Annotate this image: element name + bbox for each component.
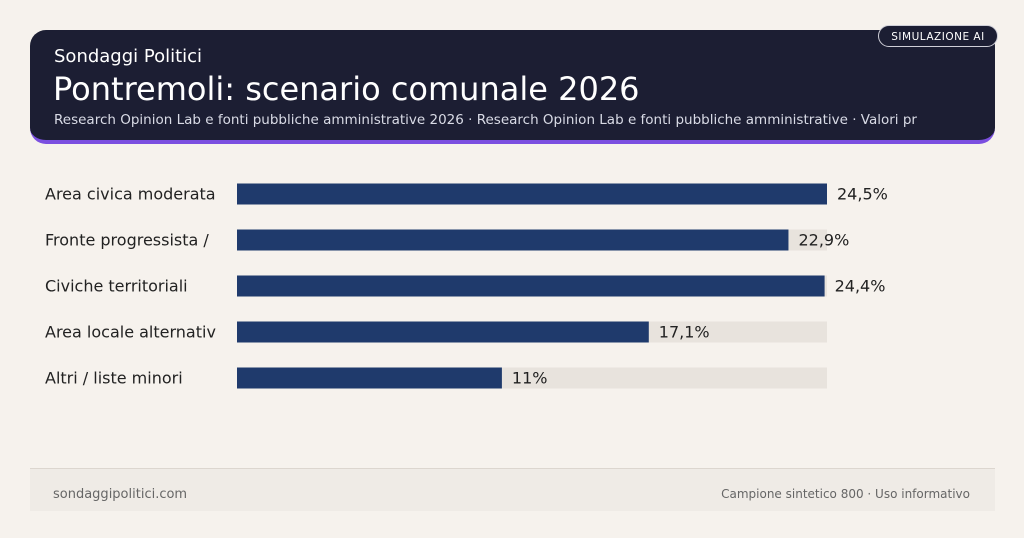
- category-label: Area locale alternativ: [45, 323, 216, 342]
- category-label: Fronte progressista /: [45, 231, 209, 250]
- category-label: Altri / liste minori: [45, 369, 183, 388]
- bar: [237, 229, 789, 251]
- chart: Area civica moderata 24,5% Fronte progress…: [45, 183, 888, 389]
- subtitle: Research Opinion Lab e fonti pubbliche a…: [54, 112, 917, 128]
- category-label: Area civica moderata: [45, 185, 216, 204]
- value-label: 11%: [512, 369, 548, 388]
- footer-note: Campione sintetico 800 · Uso informativo: [721, 487, 970, 501]
- kicker: Sondaggi Politici: [54, 46, 203, 67]
- bar: [237, 367, 502, 389]
- badge: SIMULAZIONE AI: [878, 25, 998, 47]
- value-label: 22,9%: [798, 231, 849, 250]
- header: Sondaggi Politici Pontremoli: scenario c…: [30, 30, 995, 144]
- title: Pontremoli: scenario comunale 2026: [53, 70, 640, 108]
- value-label: 24,5%: [837, 185, 888, 204]
- value-label: 24,4%: [835, 277, 886, 296]
- bar: [237, 275, 825, 297]
- value-label: 17,1%: [659, 323, 710, 342]
- bar: [237, 183, 827, 205]
- footer: sondaggipolitici.com Campione sintetico …: [30, 468, 995, 511]
- bar: [237, 321, 649, 343]
- footer-site: sondaggipolitici.com: [53, 487, 188, 502]
- category-label: Civiche territoriali: [45, 277, 188, 296]
